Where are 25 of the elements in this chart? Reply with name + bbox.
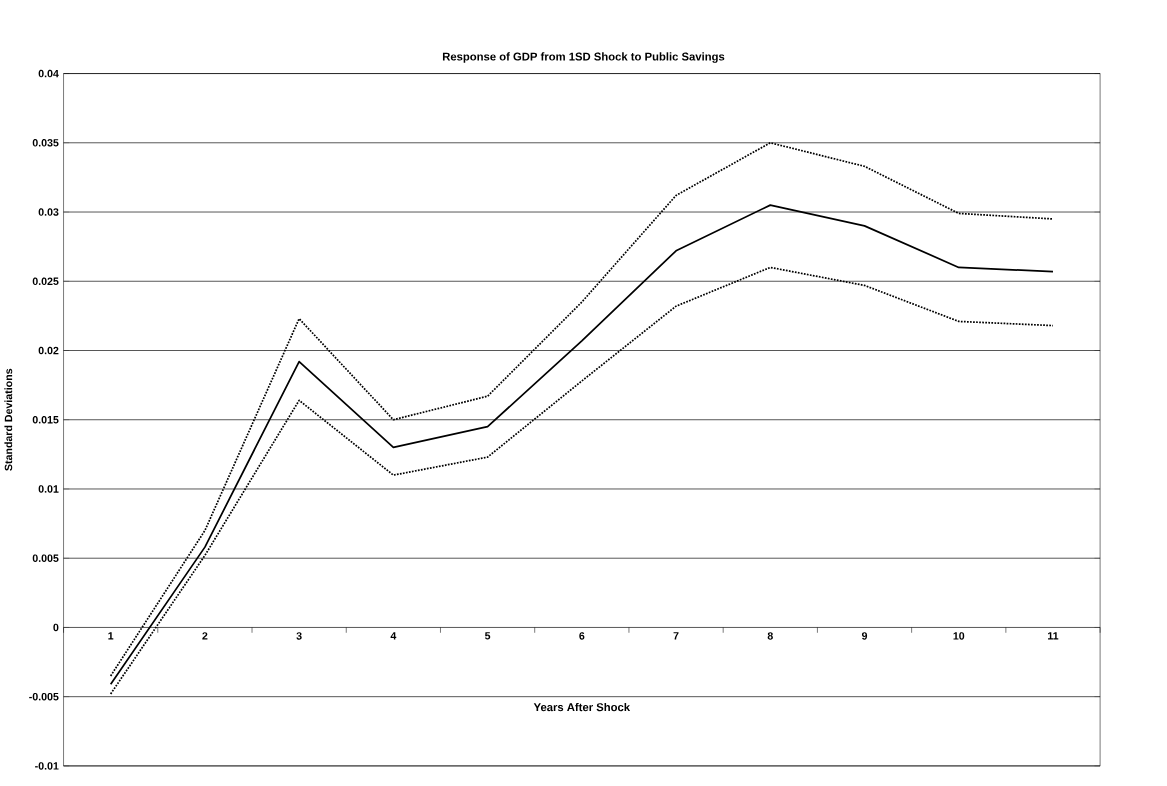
y-tick-label: 0.005 xyxy=(32,554,59,563)
x-tick-label: 8 xyxy=(767,632,773,640)
x-tick-label: 10 xyxy=(953,632,965,640)
x-tick-label: 1 xyxy=(108,632,114,640)
y-tick-label: 0.02 xyxy=(38,346,59,355)
x-tick-label: 4 xyxy=(390,632,397,640)
x-tick-label: 6 xyxy=(579,632,585,640)
x-tick-label: 11 xyxy=(1048,632,1059,640)
y-tick-label: 0.03 xyxy=(38,208,59,216)
x-tick-label: 3 xyxy=(296,632,302,640)
y-tick-label: -0.01 xyxy=(35,762,59,770)
y-axis-title: Standard Deviations xyxy=(4,368,13,471)
chart-title: Response of GDP from 1SD Shock to Public Savings xyxy=(442,52,725,63)
y-tick-label: -0.005 xyxy=(29,692,59,701)
x-tick-label: 5 xyxy=(484,632,491,640)
x-axis-title: Years After Shock xyxy=(533,702,631,712)
y-tick-label: 0.025 xyxy=(32,277,59,286)
y-tick-label: 0 xyxy=(53,623,59,632)
y-tick-label: 0.035 xyxy=(32,139,59,147)
y-tick-label: 0.04 xyxy=(38,69,59,78)
x-tick-label: 7 xyxy=(673,632,679,640)
x-tick-label: 2 xyxy=(202,632,208,640)
y-tick-label: 0.01 xyxy=(38,485,59,493)
y-tick-label: 0.015 xyxy=(32,416,59,424)
x-tick-label: 9 xyxy=(861,632,868,640)
